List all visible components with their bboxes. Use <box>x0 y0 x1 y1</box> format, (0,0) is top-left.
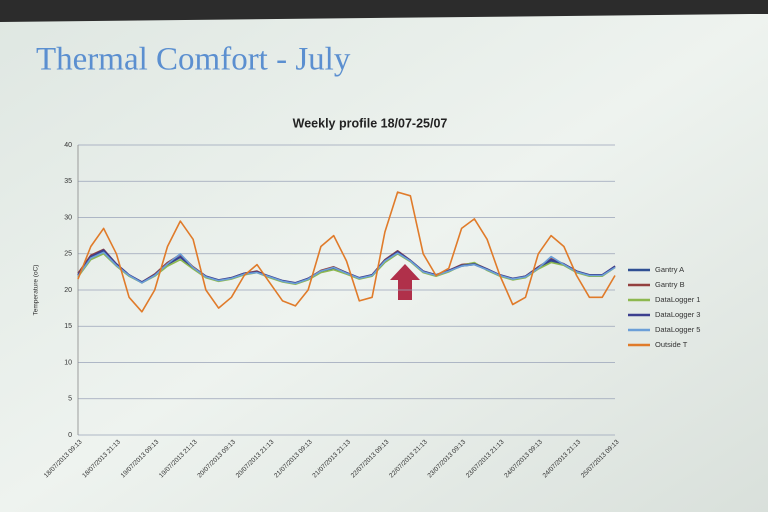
legend-label: Gantry A <box>655 265 684 274</box>
annotation-arrow <box>390 264 420 300</box>
y-tick-label: 40 <box>64 142 72 149</box>
y-axis-label: Temperature (oC) <box>33 265 40 316</box>
series-line <box>77 191 616 313</box>
y-tick-label: 25 <box>64 251 72 258</box>
legend-label: Gantry B <box>655 280 685 289</box>
y-tick-label: 5 <box>68 396 72 403</box>
series-line <box>77 251 616 285</box>
slide-title: Thermal Comfort - July <box>36 42 351 78</box>
legend-label: DataLogger 3 <box>655 310 700 319</box>
legend-label: Outside T <box>655 340 688 349</box>
y-tick-label: 20 <box>64 287 72 294</box>
chart-title: Weekly profile 18/07-25/07 <box>293 116 448 130</box>
y-tick-label: 15 <box>64 323 72 330</box>
y-tick-label: 0 <box>68 432 72 439</box>
y-tick-label: 10 <box>64 359 72 366</box>
y-tick-label: 35 <box>64 178 72 185</box>
y-tick-label: 30 <box>64 214 72 221</box>
legend-label: DataLogger 1 <box>655 295 700 304</box>
legend-label: DataLogger 5 <box>655 325 700 334</box>
